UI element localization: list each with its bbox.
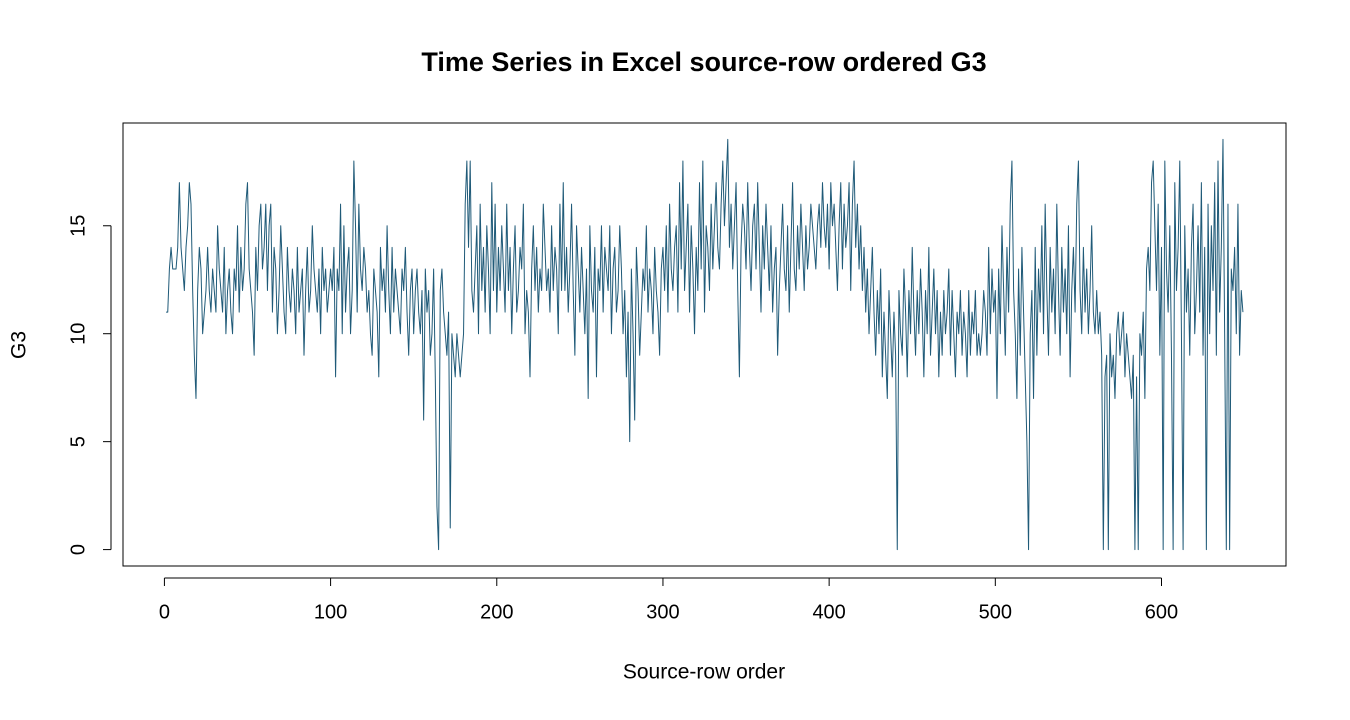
y-tick-label: 0 xyxy=(67,544,89,555)
x-tick-label: 200 xyxy=(480,601,513,623)
x-axis-title: Source-row order xyxy=(623,661,785,684)
x-tick-label: 0 xyxy=(159,601,170,623)
x-tick-label: 400 xyxy=(812,601,845,623)
y-axis-title: G3 xyxy=(8,331,31,359)
series-line xyxy=(166,138,1244,551)
chart-title: Time Series in Excel source-row ordered … xyxy=(421,47,986,77)
y-tick-label: 10 xyxy=(67,323,89,345)
x-tick-label: 300 xyxy=(646,601,679,623)
y-tick-label: 15 xyxy=(67,215,89,237)
x-tick-label: 100 xyxy=(314,601,347,623)
x-tick-label: 600 xyxy=(1145,601,1178,623)
x-tick-label: 500 xyxy=(979,601,1012,623)
y-tick-label: 5 xyxy=(67,436,89,447)
plot-frame xyxy=(122,122,1287,567)
